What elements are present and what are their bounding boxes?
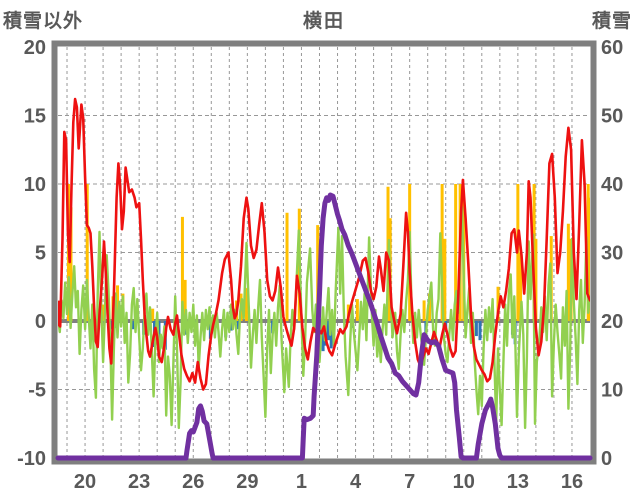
y-axis-left-tick-label: -5 — [28, 380, 46, 402]
x-axis-tick-label: 23 — [128, 471, 150, 493]
y-axis-right-tick-label: 50 — [601, 106, 623, 128]
orange-bars — [589, 197, 590, 321]
y-axis-right-tick-label: 20 — [601, 311, 623, 333]
x-axis-tick-label: 20 — [74, 471, 96, 493]
y-axis-left-tick-label: 20 — [24, 37, 46, 59]
y-axis-left-tick-label: 15 — [24, 106, 46, 128]
plot-border — [51, 40, 597, 465]
y-axis-right-tick-label: 40 — [601, 174, 623, 196]
blue-bars — [236, 321, 240, 330]
blue-bars — [321, 321, 325, 352]
x-axis-tick-label: 4 — [350, 471, 362, 493]
y-axis-left-tick-label: 5 — [35, 243, 46, 265]
orange-bars — [586, 184, 590, 321]
orange-bars — [427, 293, 431, 321]
orange-bars — [534, 238, 538, 321]
orange-bars — [355, 299, 359, 321]
left-axis-title: 積雪以外 — [3, 11, 84, 32]
x-axis-tick-label: 1 — [296, 471, 307, 493]
orange-bars — [454, 184, 458, 321]
red-line — [58, 97, 590, 391]
x-axis-tick-label: 26 — [182, 471, 204, 493]
x-axis-tick-label: 29 — [236, 471, 258, 493]
blue-bars — [229, 321, 233, 331]
y-axis-left-tick-label: 10 — [24, 174, 46, 196]
orange-bars — [116, 285, 120, 321]
orange-bars — [69, 207, 73, 321]
orange-bars — [519, 252, 523, 321]
right-axis-title: 積雪 — [591, 11, 632, 32]
x-axis-tick-label: 16 — [561, 471, 583, 493]
green-line — [58, 206, 590, 430]
x-axis-tick-label: 7 — [404, 471, 415, 493]
blue-bars — [109, 321, 113, 330]
orange-bars — [496, 286, 500, 321]
orange-bars — [85, 184, 89, 321]
orange-bars — [285, 212, 289, 321]
orange-bars — [443, 238, 447, 321]
orange-bars — [244, 288, 248, 321]
orange-bars — [151, 308, 155, 321]
chart-title: 横田 — [302, 11, 345, 32]
orange-bars — [183, 279, 187, 321]
x-axis-tick-label: 10 — [453, 471, 475, 493]
blue-bars — [478, 321, 482, 341]
x-axis-tick-label: 13 — [507, 471, 529, 493]
blue-bars — [131, 321, 135, 330]
blue-bars — [474, 321, 478, 337]
y-axis-left-tick-label: -10 — [17, 448, 46, 470]
orange-bars — [316, 225, 320, 321]
orange-bars — [101, 304, 105, 321]
purple-line — [55, 192, 593, 461]
orange-bars — [422, 300, 426, 321]
y-axis-right-tick-label: 30 — [601, 243, 623, 265]
y-axis-right-tick-label: 10 — [601, 380, 623, 402]
y-axis-left-tick-label: 0 — [35, 311, 46, 333]
orange-bars — [180, 216, 184, 321]
orange-bars — [566, 223, 570, 321]
y-axis-right-tick-label: 60 — [601, 37, 623, 59]
blue-bars — [327, 321, 331, 341]
y-axis-right-tick-label: 0 — [601, 448, 612, 470]
